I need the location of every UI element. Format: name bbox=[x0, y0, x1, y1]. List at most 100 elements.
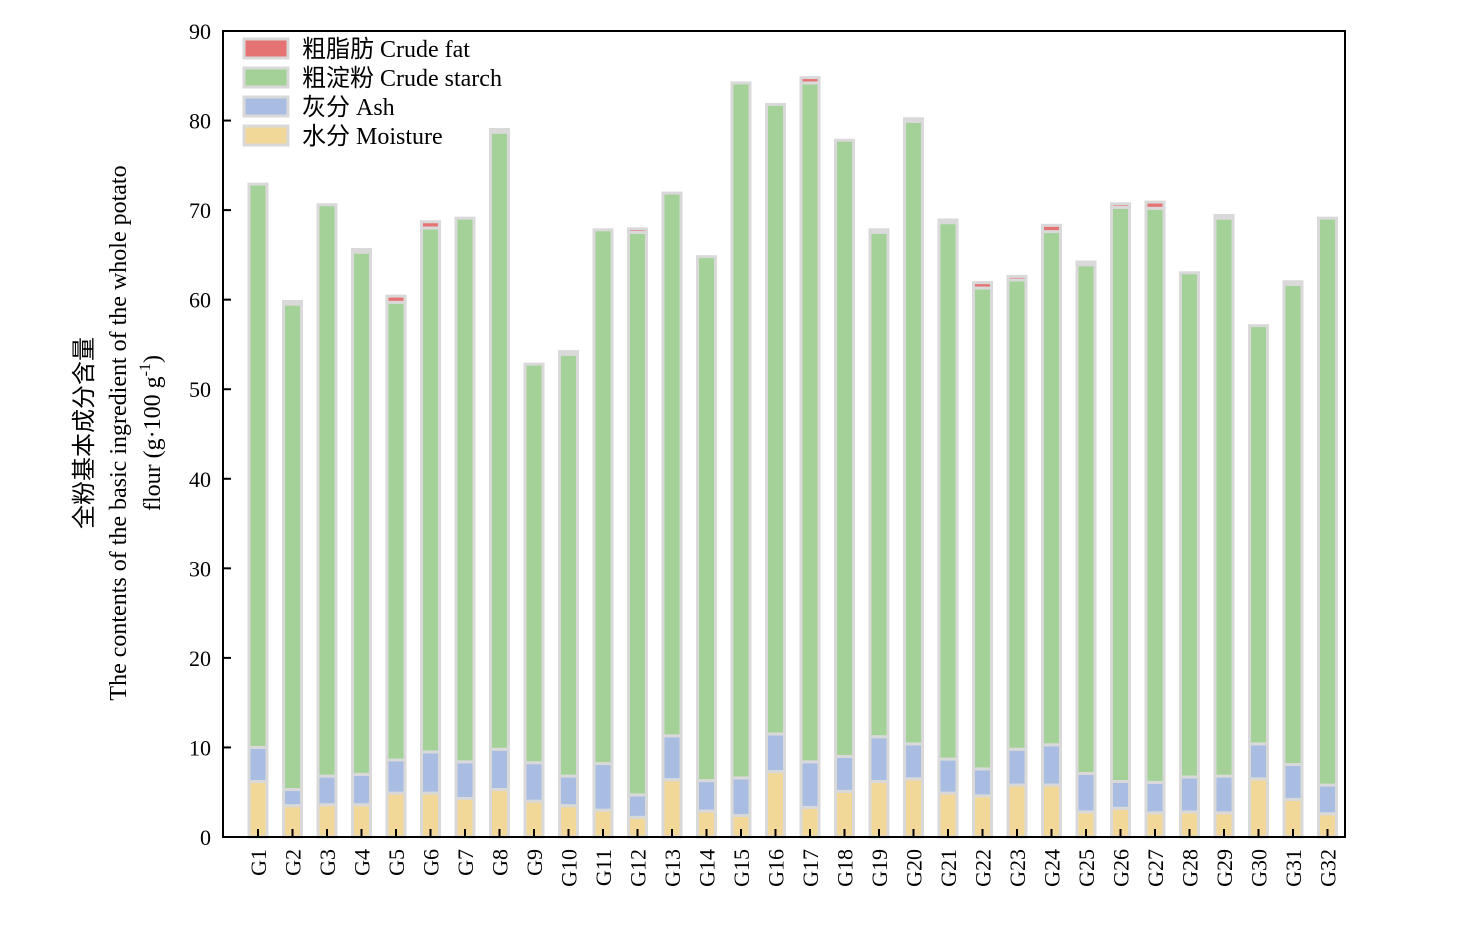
bar-g5-crude-starch bbox=[385, 300, 407, 762]
bar-g10-crude-starch bbox=[558, 352, 579, 778]
bar-g8-crude-fat bbox=[489, 128, 510, 134]
bar-g22-ash bbox=[972, 767, 993, 798]
bar-g20-crude-fat bbox=[903, 117, 924, 123]
bar-g16-crude-starch bbox=[765, 102, 786, 736]
bar-g17-ash bbox=[799, 760, 821, 809]
bar-g11-ash bbox=[592, 762, 614, 812]
x-tick-label: G32 bbox=[1316, 849, 1341, 887]
bar-g13-ash bbox=[661, 734, 683, 782]
bar-g18-crude-starch bbox=[834, 138, 855, 758]
x-tick-label: G20 bbox=[902, 849, 927, 887]
x-tick-label: G24 bbox=[1040, 849, 1065, 887]
legend-label: 粗淀粉 Crude starch bbox=[302, 65, 502, 92]
x-tick-label: G16 bbox=[764, 849, 789, 887]
bar-g9-ash bbox=[523, 761, 545, 803]
y-tick-label: 90 bbox=[189, 19, 211, 44]
bar-g1-crude-starch bbox=[247, 182, 269, 749]
x-tick-label: G14 bbox=[695, 849, 720, 887]
x-tick-label: G1 bbox=[246, 849, 271, 876]
bar-g28-ash bbox=[1179, 775, 1200, 814]
x-tick-label: G28 bbox=[1178, 849, 1203, 887]
bar-g15-ash bbox=[730, 776, 752, 818]
bar-g13-moisture bbox=[661, 778, 683, 839]
x-tick-label: G21 bbox=[936, 849, 961, 887]
bar-g22-crude-fat bbox=[972, 281, 993, 290]
bar-g3-ash bbox=[316, 774, 338, 807]
bar-g6-crude-fat bbox=[420, 220, 441, 230]
bar-g25-ash bbox=[1075, 771, 1097, 814]
x-tick-label: G2 bbox=[281, 849, 306, 876]
bar-g7-ash bbox=[454, 760, 476, 800]
bar-g29-crude-fat bbox=[1213, 213, 1235, 220]
bar-g27-crude-fat bbox=[1144, 200, 1166, 210]
bar-g25-crude-fat bbox=[1075, 260, 1097, 267]
x-tick-label: G23 bbox=[1005, 849, 1030, 887]
bar-g25-crude-starch bbox=[1075, 263, 1097, 775]
bar-g31-crude-fat bbox=[1282, 280, 1304, 286]
y-tick-label: 20 bbox=[189, 646, 211, 671]
bar-g6-crude-starch bbox=[420, 226, 441, 754]
x-tick-label: G10 bbox=[557, 849, 582, 887]
x-tick-label: G17 bbox=[798, 849, 823, 887]
bar-g12-crude-starch bbox=[627, 231, 648, 797]
bar-g20-moisture bbox=[903, 777, 924, 839]
bar-g26-crude-starch bbox=[1110, 205, 1131, 783]
x-tick-label: G13 bbox=[660, 849, 685, 887]
x-tick-label: G31 bbox=[1281, 849, 1306, 887]
bar-g26-crude-fat bbox=[1110, 202, 1131, 209]
y-tick-label: 80 bbox=[189, 109, 211, 134]
bar-g19-ash bbox=[868, 735, 890, 783]
bar-g6-ash bbox=[420, 750, 441, 795]
x-tick-label: G29 bbox=[1212, 849, 1237, 887]
bar-g20-ash bbox=[903, 742, 924, 781]
bar-g27-ash bbox=[1144, 780, 1166, 815]
bar-g31-ash bbox=[1282, 762, 1304, 801]
bar-g4-ash bbox=[351, 772, 372, 807]
bar-g16-ash bbox=[765, 732, 786, 774]
y-tick-label: 50 bbox=[189, 377, 211, 402]
bar-g27-crude-starch bbox=[1144, 206, 1166, 784]
x-tick-label: G4 bbox=[350, 849, 375, 876]
x-tick-label: G3 bbox=[315, 849, 340, 876]
y-tick-label: 30 bbox=[189, 556, 211, 581]
legend-swatch bbox=[242, 124, 290, 147]
bar-g24-ash bbox=[1041, 743, 1062, 787]
bar-g12-crude-fat bbox=[627, 227, 648, 234]
bar-g32-crude-starch bbox=[1317, 216, 1338, 787]
bar-g14-ash bbox=[696, 779, 717, 813]
legend-label: 水分 Moisture bbox=[302, 123, 443, 150]
legend-label: 灰分 Ash bbox=[302, 94, 395, 121]
bar-g12-ash bbox=[627, 793, 648, 819]
x-tick-label: G22 bbox=[971, 849, 996, 887]
y-tick-label: 60 bbox=[189, 288, 211, 313]
bar-g5-crude-fat bbox=[385, 294, 407, 304]
bar-g2-ash bbox=[282, 788, 303, 808]
bar-g8-ash bbox=[489, 747, 510, 792]
bar-g19-moisture bbox=[868, 779, 890, 839]
bar-g31-crude-starch bbox=[1282, 282, 1304, 766]
x-tick-label: G9 bbox=[522, 849, 547, 876]
x-tick-label: G7 bbox=[453, 849, 478, 876]
bar-g10-crude-fat bbox=[558, 350, 579, 356]
bar-g11-crude-starch bbox=[592, 228, 614, 766]
legend-swatch bbox=[242, 37, 290, 60]
bar-g5-ash bbox=[385, 758, 407, 795]
bar-g14-crude-starch bbox=[696, 255, 717, 783]
bar-g20-crude-starch bbox=[903, 119, 924, 746]
y-axis-title: 全粉基本成分含量 The contents of the basic ingre… bbox=[71, 165, 166, 700]
bar-g29-ash bbox=[1213, 774, 1235, 815]
bar-g24-crude-fat bbox=[1041, 223, 1062, 234]
bar-g28-crude-starch bbox=[1179, 271, 1200, 779]
x-tick-label: G30 bbox=[1247, 849, 1272, 887]
x-tick-label: G18 bbox=[833, 849, 858, 887]
x-tick-label: G26 bbox=[1109, 849, 1134, 887]
bar-g21-ash bbox=[937, 757, 959, 795]
y-axis-title-line-2: The contents of the basic ingredient of … bbox=[106, 165, 132, 700]
bar-g7-crude-starch bbox=[454, 216, 476, 764]
bar-g32-ash bbox=[1317, 783, 1338, 816]
bar-g18-ash bbox=[834, 754, 855, 793]
x-tick-label: G15 bbox=[729, 849, 754, 887]
y-axis-title-line-1: 全粉基本成分含量 bbox=[71, 337, 98, 529]
